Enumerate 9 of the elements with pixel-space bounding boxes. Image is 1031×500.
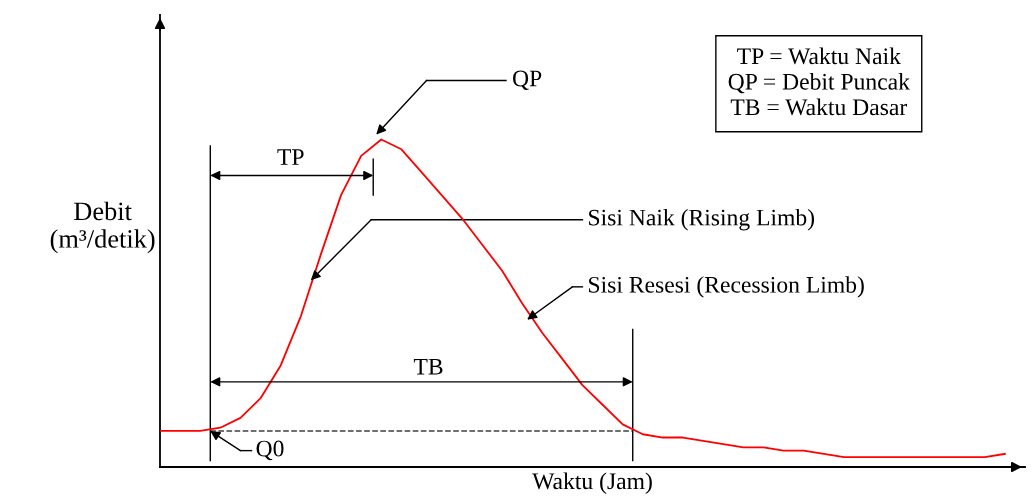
x-axis-title: Waktu (Jam) [532, 472, 652, 494]
text: QP [513, 70, 542, 91]
annotation: Sisi Resesi (Recession Limb) [589, 276, 864, 298]
text: TP = Waktu Naik QP = Debit Puncak TB = Waktu Dasar [728, 47, 910, 116]
annotation: Q0 [256, 440, 284, 461]
y-axis-title: Debit (m³/detik) [50, 201, 155, 254]
annotation: Sisi Naik (Rising Limb) [589, 208, 815, 231]
annotation: TP [277, 149, 304, 165]
annotation: TB [413, 358, 443, 375]
